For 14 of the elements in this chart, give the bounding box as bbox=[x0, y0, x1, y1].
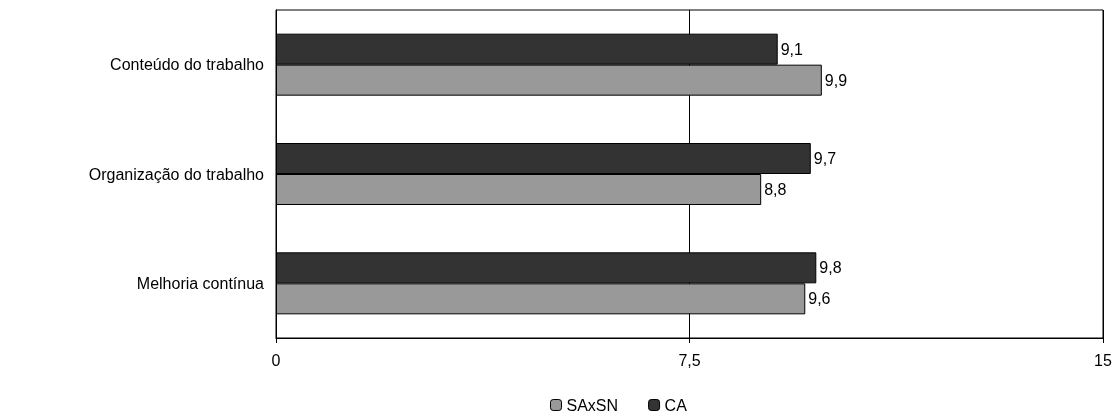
y-tick-label: Conteúdo do trabalho bbox=[110, 56, 265, 74]
y-tick-label: Organização do trabalho bbox=[88, 165, 265, 183]
x-tick-label: 15 bbox=[1094, 351, 1112, 369]
x-tick-label: 0 bbox=[271, 351, 281, 369]
data-label: 9,1 bbox=[780, 40, 804, 58]
legend-label: SAxSN bbox=[566, 396, 619, 414]
x-tick-label: 7,5 bbox=[678, 351, 701, 369]
data-label: 9,8 bbox=[819, 259, 842, 277]
data-label: 9,6 bbox=[808, 290, 831, 308]
data-label: 8,8 bbox=[764, 181, 787, 198]
y-tick-label: Melhoria contínua bbox=[136, 274, 265, 292]
data-label: 9,7 bbox=[813, 150, 837, 167]
legend-label: CA bbox=[664, 396, 688, 414]
data-label: 9,9 bbox=[824, 71, 848, 89]
